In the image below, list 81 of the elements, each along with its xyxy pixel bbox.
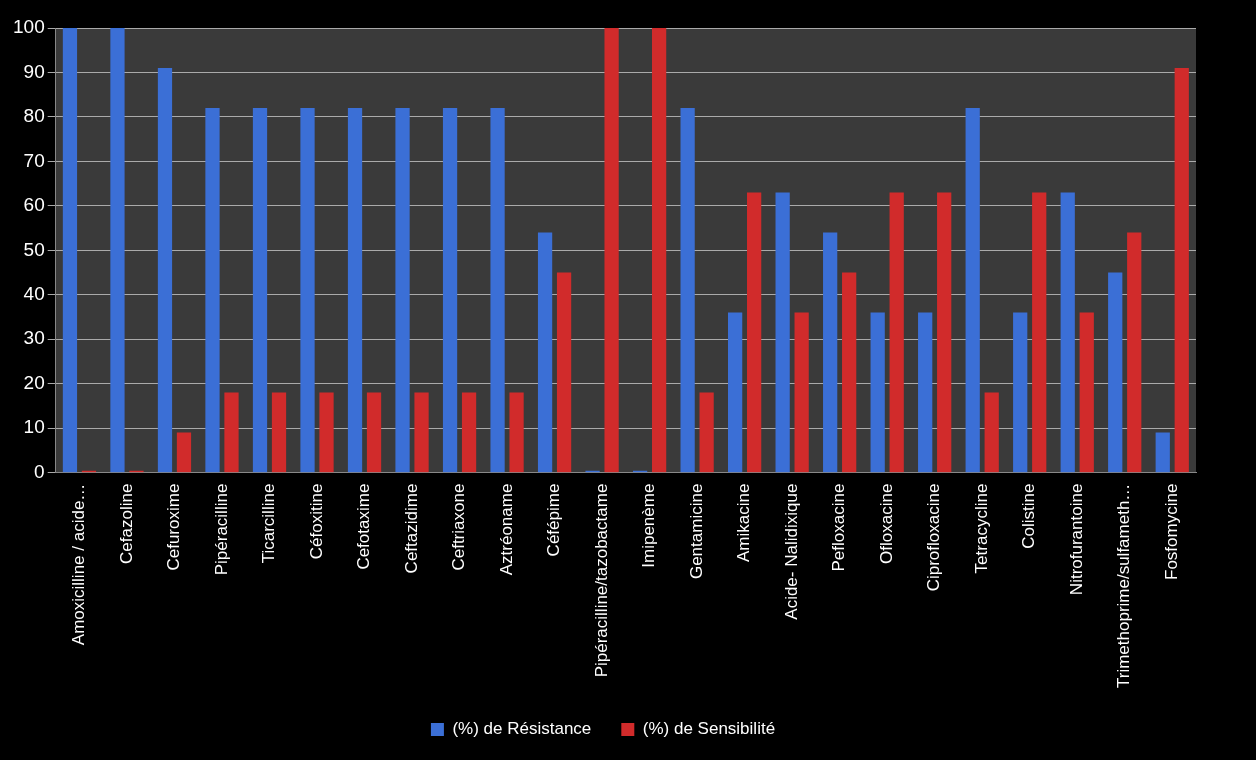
legend-label: (%) de Sensibilité bbox=[642, 719, 776, 739]
bar bbox=[775, 192, 790, 473]
bar bbox=[842, 272, 857, 473]
x-tick-label: Amikacine bbox=[734, 483, 754, 563]
x-tick-label: Aztréoname bbox=[496, 483, 516, 576]
x-tick-label: Trimethoprime/sulfameth… bbox=[1114, 483, 1134, 688]
x-tick-label: Ciprofloxacine bbox=[924, 483, 944, 592]
y-tick-label: 10 bbox=[23, 416, 45, 438]
bar bbox=[965, 108, 980, 473]
x-tick-label: Gentamicine bbox=[686, 483, 706, 580]
bar bbox=[300, 108, 315, 473]
bar bbox=[699, 392, 714, 473]
bar bbox=[252, 108, 268, 473]
bar bbox=[110, 28, 125, 473]
x-tick-label: Céfoxitine bbox=[306, 483, 326, 560]
bar bbox=[651, 28, 667, 473]
bar bbox=[823, 232, 838, 473]
x-tick-label: Ceftazidime bbox=[401, 483, 421, 574]
bar bbox=[1079, 312, 1094, 473]
bar bbox=[1060, 192, 1075, 473]
y-tick-label: 50 bbox=[23, 238, 45, 260]
bar bbox=[395, 108, 410, 473]
x-tick-label: Pipéracilline/tazobactame bbox=[591, 483, 611, 678]
x-tick-label: Tetracycline bbox=[971, 483, 991, 574]
bar bbox=[1013, 312, 1028, 473]
bar bbox=[728, 312, 743, 473]
x-tick-label: Ceftriaxone bbox=[449, 483, 469, 571]
bar bbox=[984, 392, 999, 473]
bar bbox=[680, 108, 695, 473]
bar bbox=[556, 272, 572, 473]
y-tick-label: 70 bbox=[23, 149, 45, 171]
bar bbox=[870, 312, 885, 473]
y-tick-label: 20 bbox=[23, 371, 45, 393]
bar bbox=[442, 108, 458, 473]
x-tick-label: Ofloxacine bbox=[876, 483, 896, 564]
x-tick-label: Nitrofurantoine bbox=[1066, 483, 1086, 596]
y-tick-label: 40 bbox=[23, 283, 45, 305]
bar bbox=[319, 392, 334, 473]
y-tick-label: 90 bbox=[23, 60, 45, 82]
x-tick-label: Fosfomycine bbox=[1161, 483, 1181, 580]
bar bbox=[794, 312, 809, 473]
x-tick-label: Cefazoline bbox=[116, 483, 136, 564]
x-tick-label: Cefotaxime bbox=[354, 483, 374, 570]
bar bbox=[747, 192, 762, 473]
y-tick-label: 30 bbox=[23, 327, 45, 349]
bar bbox=[537, 232, 553, 473]
x-tick-label: Imipenème bbox=[639, 483, 659, 568]
x-tick-label: Pefloxacine bbox=[829, 483, 849, 572]
bar bbox=[205, 108, 220, 473]
bar bbox=[1108, 272, 1123, 473]
bar bbox=[157, 68, 173, 473]
bar bbox=[889, 192, 904, 473]
bar bbox=[918, 312, 933, 473]
bar bbox=[271, 392, 287, 473]
bar bbox=[414, 392, 429, 473]
y-tick-label: 60 bbox=[23, 194, 45, 216]
bar bbox=[224, 392, 239, 473]
x-tick-label: Ticarcilline bbox=[259, 483, 279, 564]
bar bbox=[176, 432, 192, 473]
x-tick-label: Colistine bbox=[1019, 483, 1039, 549]
x-tick-label: Céfépime bbox=[544, 483, 564, 557]
bar bbox=[461, 392, 477, 473]
bar bbox=[366, 392, 382, 473]
y-tick-label: 100 bbox=[13, 16, 45, 38]
bar bbox=[509, 392, 524, 473]
bar bbox=[347, 108, 363, 473]
bar bbox=[62, 28, 78, 473]
bar bbox=[1127, 232, 1142, 473]
y-tick-label: 80 bbox=[23, 105, 45, 127]
bar bbox=[1174, 68, 1189, 473]
bar bbox=[937, 192, 952, 473]
x-tick-label: Amoxicilline / acide… bbox=[69, 483, 89, 646]
x-tick-label: Pipéracilline bbox=[211, 483, 231, 576]
legend-label: (%) de Résistance bbox=[452, 719, 592, 739]
bar bbox=[604, 28, 619, 473]
x-tick-label: Acide- Nalidixique bbox=[781, 483, 801, 620]
bar bbox=[1032, 192, 1047, 473]
x-tick-label: Cefuroxime bbox=[164, 483, 184, 571]
bar bbox=[1155, 432, 1170, 473]
bar bbox=[490, 108, 505, 473]
y-tick-label: 0 bbox=[34, 460, 45, 482]
